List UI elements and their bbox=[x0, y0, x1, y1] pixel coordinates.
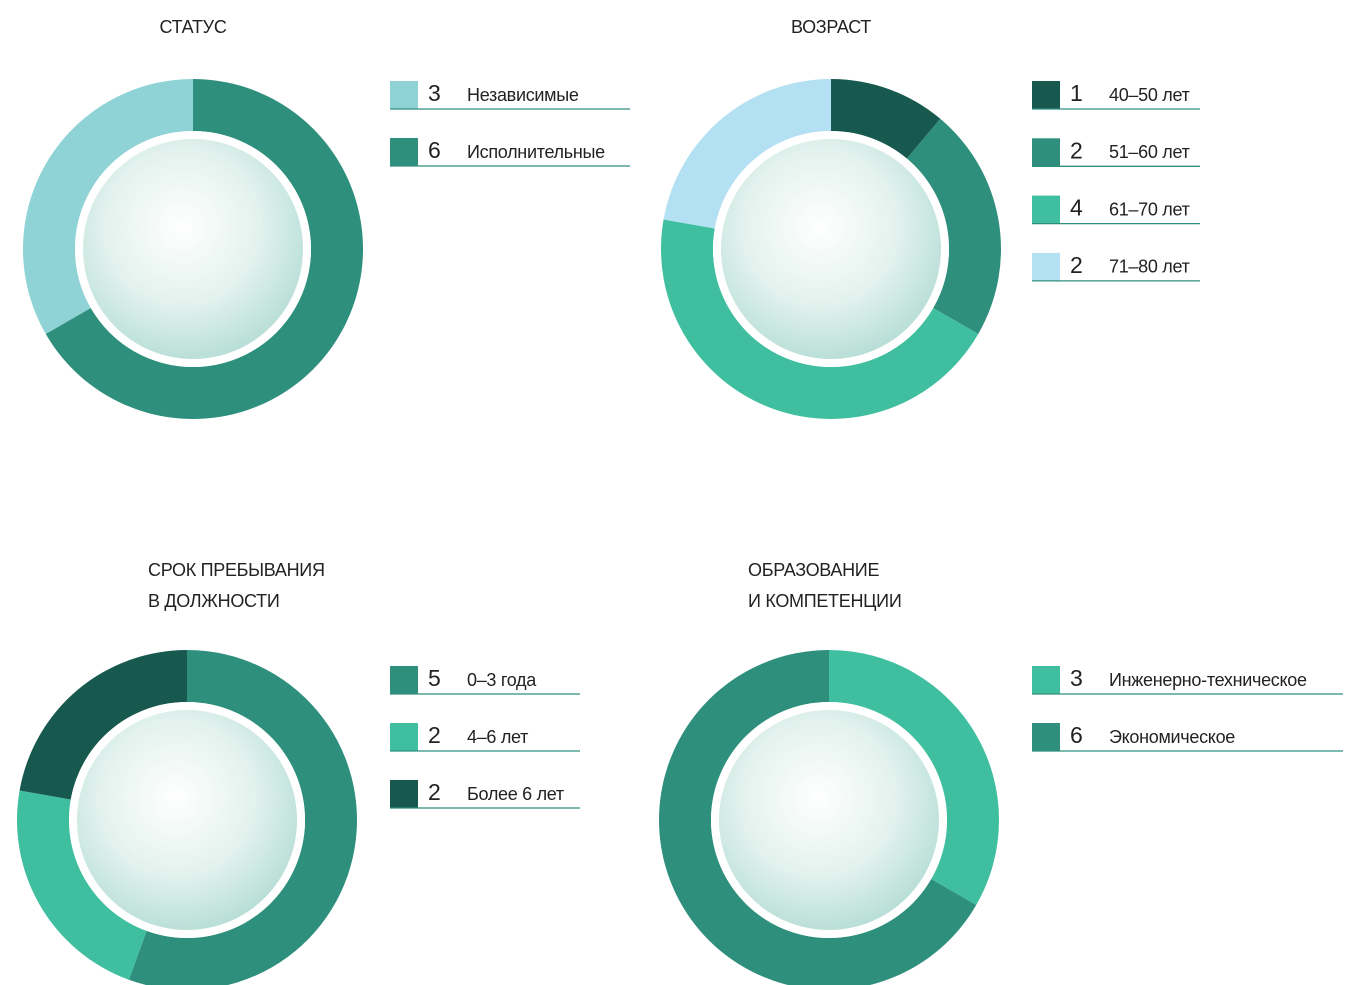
legend-label: 40–50 лет bbox=[1109, 85, 1190, 105]
legend-label: Экономическое bbox=[1109, 727, 1235, 747]
legend-label: 0–3 года bbox=[467, 670, 537, 690]
donut-segment bbox=[663, 79, 831, 229]
legend-label: 51–60 лет bbox=[1109, 142, 1190, 162]
legend-swatch bbox=[390, 138, 418, 166]
legend-value: 2 bbox=[1070, 252, 1083, 278]
legend-value: 5 bbox=[428, 665, 441, 691]
legend-value: 4 bbox=[1070, 195, 1083, 221]
donut-center bbox=[77, 710, 297, 930]
donut-segment bbox=[829, 650, 1000, 905]
legend-label: Более 6 лет bbox=[467, 784, 564, 804]
legend-swatch bbox=[390, 666, 418, 694]
legend-value: 3 bbox=[428, 80, 441, 106]
donut-segment bbox=[45, 79, 363, 419]
legend-swatch bbox=[1032, 252, 1060, 281]
legend-swatch bbox=[390, 723, 418, 751]
donut-segment bbox=[661, 219, 979, 419]
donut-segment bbox=[831, 79, 941, 159]
legend-value: 2 bbox=[428, 779, 441, 805]
legend-swatch bbox=[1032, 138, 1060, 167]
legend-swatch bbox=[390, 780, 418, 808]
legend-label: 61–70 лет bbox=[1109, 199, 1190, 219]
legend-value: 1 bbox=[1070, 80, 1083, 106]
legend-label: Исполнительные bbox=[467, 142, 605, 162]
legend-label: Инженерно-техническое bbox=[1109, 670, 1307, 690]
legend-swatch bbox=[390, 81, 418, 109]
legend-label: 71–80 лет bbox=[1109, 257, 1190, 277]
donut-segment bbox=[19, 650, 187, 800]
legend-swatch bbox=[1032, 666, 1060, 694]
legend-value: 2 bbox=[428, 722, 441, 748]
legend-label: Независимые bbox=[467, 85, 579, 105]
legend-swatch bbox=[1032, 195, 1060, 224]
chart-title: ОБРАЗОВАНИЕ И КОМПЕТЕНЦИИ bbox=[748, 560, 902, 611]
donut-center bbox=[719, 710, 939, 930]
donut-center bbox=[721, 139, 941, 359]
donut-segment bbox=[659, 650, 977, 985]
chart-title: СРОК ПРЕБЫВАНИЯ В ДОЛЖНОСТИ bbox=[148, 560, 325, 611]
legend-swatch bbox=[1032, 81, 1060, 109]
donut-segment bbox=[906, 118, 1002, 334]
legend-value: 6 bbox=[428, 137, 441, 163]
donut-center bbox=[83, 139, 303, 359]
donut-segment bbox=[16, 790, 147, 980]
legend-value: 3 bbox=[1070, 665, 1083, 691]
legend-label: 4–6 лет bbox=[467, 727, 528, 747]
donut-segment bbox=[23, 79, 193, 334]
legend-value: 2 bbox=[1070, 137, 1083, 163]
donut-segment bbox=[128, 650, 357, 985]
legend-value: 6 bbox=[1070, 722, 1083, 748]
legend-swatch bbox=[1032, 723, 1060, 751]
chart-title: ВОЗРАСТ bbox=[791, 17, 871, 37]
chart-title: СТАТУС bbox=[159, 17, 227, 37]
